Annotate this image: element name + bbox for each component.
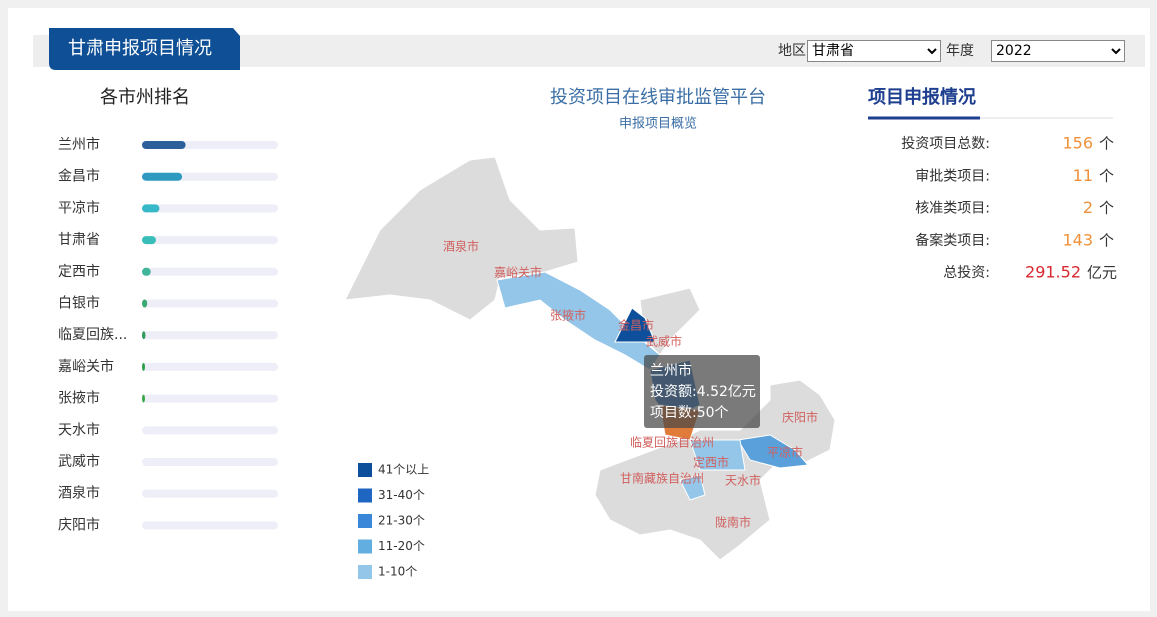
rank-track — [142, 458, 278, 466]
region-label: 嘉峪关市 — [494, 265, 542, 280]
rank-bar — [142, 172, 183, 181]
filter-label: 年度 — [946, 43, 974, 59]
rank-name: 天水市 — [58, 421, 100, 438]
map-title: 投资项目在线审批监管平台 — [550, 87, 766, 108]
region — [679, 474, 706, 501]
rank-track — [142, 204, 278, 213]
rank-bar — [142, 362, 145, 371]
rank-name: 白银市 — [58, 295, 100, 312]
rank-name: 武威市 — [58, 453, 100, 470]
region-label: 金昌市 — [618, 318, 654, 333]
summary-value: 156 — [1062, 134, 1093, 153]
region-label: 武威市 — [646, 334, 682, 349]
summary-title: 项目申报情况 — [868, 86, 976, 108]
region-label: 天水市 — [725, 473, 761, 488]
rank-name: 平凉市 — [58, 199, 100, 216]
rank-track — [142, 394, 278, 403]
rank-bar — [142, 394, 145, 403]
rank-bar — [142, 236, 156, 245]
legend-swatch — [358, 488, 372, 503]
filter-label: 地区 — [778, 43, 806, 59]
rank-track — [142, 521, 278, 530]
region-label: 平凉市 — [767, 445, 803, 460]
region-label: 定西市 — [693, 455, 729, 470]
rank-track — [142, 426, 278, 435]
ranking-title: 各市州排名 — [100, 87, 190, 108]
region — [344, 156, 579, 321]
region-label: 甘南藏族自治州 — [620, 471, 704, 486]
summary-label: 核准类项目: — [915, 201, 990, 217]
summary-label: 总投资: — [943, 265, 990, 281]
rank-name: 嘉峪关市 — [58, 358, 114, 375]
rank-bar — [142, 267, 151, 276]
rank-track — [142, 489, 278, 498]
rank-name: 临夏回族... — [58, 327, 127, 343]
rank-name: 兰州市 — [58, 136, 100, 153]
tooltip-title: 兰州市 — [650, 362, 692, 379]
region-label: 酒泉市 — [443, 239, 479, 254]
region-label: 庆阳市 — [782, 410, 818, 425]
legend-swatch — [358, 539, 372, 554]
rank-name: 张掖市 — [58, 390, 100, 407]
region — [689, 439, 746, 471]
legend-label: 31-40个 — [378, 488, 425, 502]
rank-name: 定西市 — [58, 263, 100, 280]
legend-swatch — [358, 514, 372, 528]
tooltip-line: 投资额:4.52亿元 — [650, 384, 756, 400]
tooltip-line: 项目数:50个 — [650, 405, 729, 421]
rank-track — [142, 236, 278, 245]
rank-track — [142, 267, 278, 276]
map-subtitle: 申报项目概览 — [619, 116, 697, 132]
header-title: 甘肃申报项目情况 — [68, 38, 212, 59]
rank-name: 金昌市 — [58, 168, 100, 185]
summary-label: 审批类项目: — [915, 168, 990, 184]
region — [737, 434, 810, 469]
rank-name: 甘肃省 — [58, 232, 100, 248]
summary-value: 2 — [1083, 198, 1093, 217]
rank-bar — [142, 204, 160, 213]
legend-label: 1-10个 — [378, 565, 417, 579]
rank-track — [142, 362, 278, 371]
rank-bar — [142, 331, 146, 340]
summary-value: 11 — [1073, 166, 1093, 185]
region-select[interactable]: 甘肃省 — [807, 40, 941, 62]
summary-label: 投资项目总数: — [901, 136, 990, 152]
rank-name: 酒泉市 — [58, 485, 100, 502]
legend-label: 11-20个 — [378, 539, 425, 553]
year-select[interactable]: 2022 — [991, 40, 1125, 62]
rank-bar — [142, 299, 148, 308]
region-label: 张掖市 — [550, 308, 586, 323]
legend-label: 41个以上 — [378, 463, 429, 477]
summary-unit: 个 — [1099, 167, 1114, 185]
summary-unit: 亿元 — [1087, 264, 1117, 282]
summary-label: 备案类项目: — [915, 232, 990, 249]
region — [614, 307, 656, 343]
region-label: 陇南市 — [715, 515, 751, 530]
summary-unit: 个 — [1099, 231, 1114, 249]
summary-value: 291.52 — [1025, 263, 1081, 282]
header-tab — [49, 28, 240, 70]
summary-value: 143 — [1062, 230, 1093, 249]
rank-track — [142, 331, 278, 340]
summary-unit: 个 — [1099, 135, 1114, 153]
legend-swatch — [358, 565, 372, 579]
legend-label: 21-30个 — [378, 514, 425, 528]
region-label: 临夏回族自治州 — [630, 436, 714, 450]
rank-bar — [142, 141, 186, 149]
rank-track — [142, 299, 278, 308]
legend-swatch — [358, 463, 372, 477]
rank-name: 庆阳市 — [58, 516, 100, 533]
tooltip — [644, 355, 760, 428]
summary-unit: 个 — [1099, 199, 1114, 217]
